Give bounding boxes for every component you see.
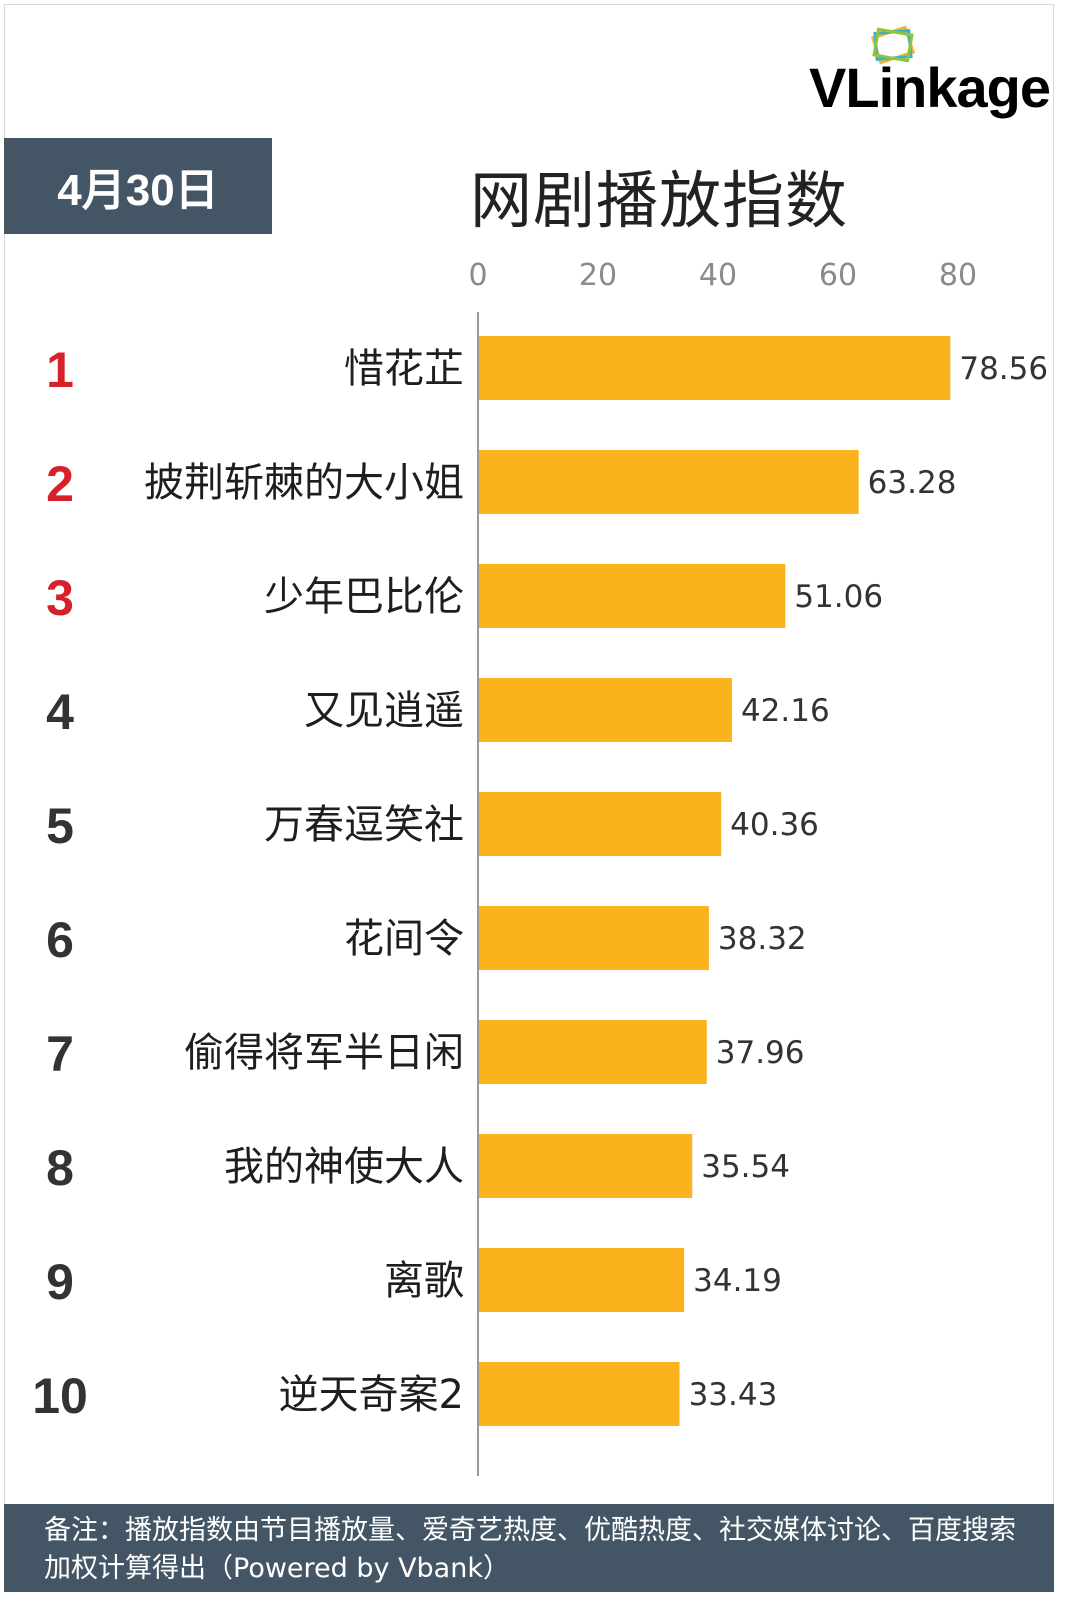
category-label: 少年巴比伦 [264, 574, 464, 620]
rank-number: 1 [46, 342, 74, 398]
category-label: 花间令 [344, 916, 464, 962]
bar [479, 1362, 680, 1426]
bar-value-label: 37.96 [716, 1035, 805, 1071]
rank-number: 10 [32, 1368, 88, 1424]
bar [479, 1134, 693, 1198]
rank-number: 9 [46, 1254, 74, 1310]
vlinkage-logo: VLinkage [800, 22, 1051, 119]
bar-value-label: 51.06 [794, 579, 883, 615]
bar [479, 678, 732, 742]
bar-value-label: 78.56 [959, 351, 1048, 387]
x-tick-label: 20 [579, 258, 617, 293]
bar-value-label: 42.16 [741, 693, 830, 729]
bar [479, 336, 951, 400]
logo-cards-icon [870, 25, 916, 65]
rank-number: 6 [46, 912, 74, 968]
bar-value-label: 35.54 [701, 1149, 790, 1185]
page-title: 网剧播放指数 [470, 164, 849, 237]
bar-value-label: 34.19 [693, 1263, 782, 1299]
footer-note-text: 备注：播放指数由节目播放量、爱奇艺热度、优酷热度、社交媒体讨论、百度搜索加权计算… [44, 1515, 1016, 1584]
bar [479, 1248, 685, 1312]
bar [479, 450, 859, 514]
rank-number: 5 [46, 798, 74, 854]
category-label: 偷得将军半日闲 [184, 1030, 464, 1076]
date-badge: 4月30日 [4, 138, 272, 234]
rank-number: 2 [46, 456, 74, 512]
bar [479, 906, 709, 970]
footer-note: 备注：播放指数由节目播放量、爱奇艺热度、优酷热度、社交媒体讨论、百度搜索加权计算… [4, 1504, 1054, 1592]
x-tick-label: 80 [939, 258, 977, 293]
rank-number: 7 [46, 1026, 74, 1082]
x-tick-label: 0 [468, 258, 487, 293]
rank-number: 3 [46, 570, 74, 626]
rank-number: 4 [46, 684, 74, 740]
logo-wordmark: VLinkage [809, 56, 1051, 119]
x-tick-label: 60 [819, 258, 857, 293]
category-label: 逆天奇案2 [279, 1372, 464, 1418]
bar-value-label: 38.32 [718, 921, 807, 957]
category-label: 披荆斩棘的大小姐 [144, 460, 464, 506]
bar [479, 564, 786, 628]
category-label: 离歌 [384, 1258, 464, 1304]
category-label: 我的神使大人 [224, 1144, 464, 1190]
date-label: 4月30日 [57, 166, 219, 215]
x-tick-label: 40 [699, 258, 737, 293]
bar [479, 1020, 707, 1084]
bar-chart: 0 20 40 60 80 78.56 惜花芷 1 63.28 披荆斩棘的大小姐 2 51.06 少年巴… [32, 258, 1048, 1476]
bar-value-label: 33.43 [689, 1377, 778, 1413]
bar-value-label: 40.36 [730, 807, 819, 843]
category-label: 又见逍遥 [304, 688, 464, 734]
bar-value-label: 63.28 [868, 465, 957, 501]
rank-number: 8 [46, 1140, 74, 1196]
bar [479, 792, 722, 856]
category-label: 惜花芷 [344, 346, 464, 392]
category-label: 万春逗笑社 [264, 802, 464, 848]
